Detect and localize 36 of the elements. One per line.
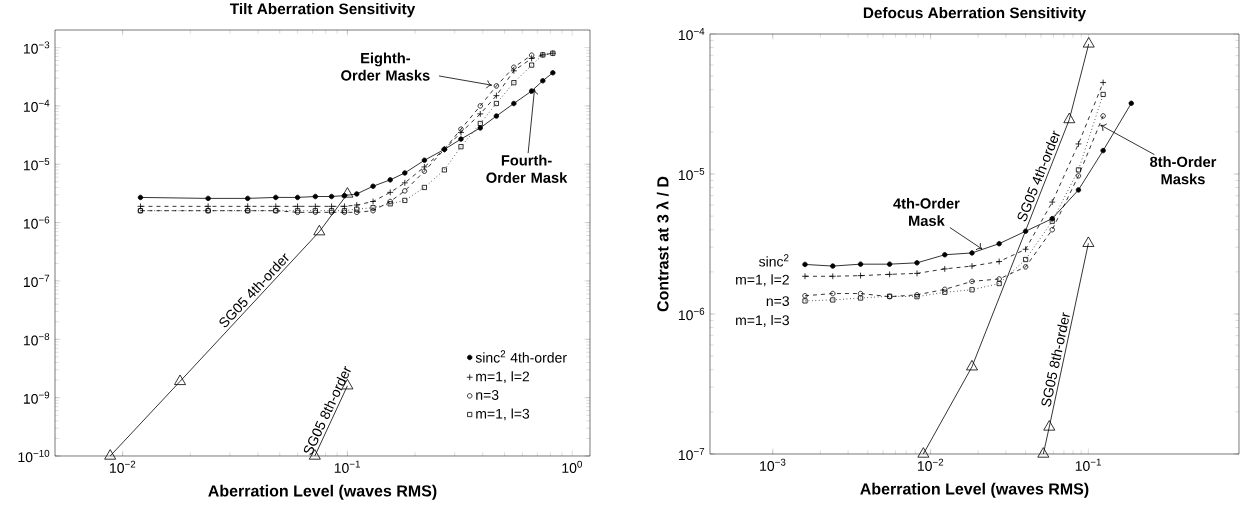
annotation: Eighth-Order Masks: [341, 52, 430, 81]
legend-label: m=1, l=3: [476, 408, 530, 421]
text: SG05 8th-order: [1041, 312, 1070, 407]
series-label: n=3: [766, 296, 790, 307]
y-tick-label: 10$^{−7}$: [23, 274, 50, 288]
y-tick-label: 10$^{−6}$: [23, 216, 50, 229]
x-tick-label: 10$^{−3}$: [760, 458, 786, 471]
y-tick-label: 10$^{−4}$: [23, 99, 50, 113]
x-axis-title: Aberration Level (waves RMS): [860, 482, 1089, 498]
y-axis-title: Contrast at 3 λ / D: [656, 176, 669, 312]
annotation: 4th-Order Mask: [893, 197, 960, 226]
x-axis-title: Aberration Level (waves RMS): [208, 484, 437, 500]
series-label: sinc$^{2}$: [759, 254, 789, 267]
x-tick-label: 10$^{−2}$: [110, 460, 136, 473]
y-tick-label: 10$^{−3}$: [23, 41, 50, 54]
legend-label: sinc$^{2}$ 4th-order: [475, 350, 567, 363]
y-tick-label: 10$^{−7}$: [678, 447, 705, 461]
x-tick-label: 10$^{0}$: [562, 460, 583, 473]
y-tick-label: 10$^{−5}$: [23, 158, 50, 171]
y-tick-label: 10$^{−4}$: [678, 27, 705, 41]
legend-label: m=1, l=2: [476, 371, 530, 384]
annotation: Fourth-Order Mask: [486, 154, 568, 183]
y-tick-label: 10$^{−6}$: [678, 307, 705, 321]
y-tick-label: 10$^{−5}$: [678, 167, 705, 181]
x-tick-label: 10$^{−1}$: [1075, 458, 1101, 471]
annotation: 8th-Order Masks: [1150, 156, 1217, 185]
y-tick-label: 10$^{−8}$: [23, 333, 50, 346]
series-label: m=1, l=2: [736, 274, 789, 287]
series-label: m=1, l=3: [736, 314, 789, 327]
y-tick-label: 10$^{−10}$: [18, 449, 50, 463]
chart-title: Defocus Aberration Sensitivity: [863, 7, 1087, 22]
x-tick-label: 10$^{−2}$: [917, 458, 944, 471]
legend-label: n=3: [476, 390, 499, 400]
chart-title: Tilt Aberration Sensitivity: [229, 3, 416, 18]
x-tick-label: 10$^{−1}$: [334, 460, 360, 473]
y-tick-label: 10$^{−9}$: [23, 391, 50, 404]
